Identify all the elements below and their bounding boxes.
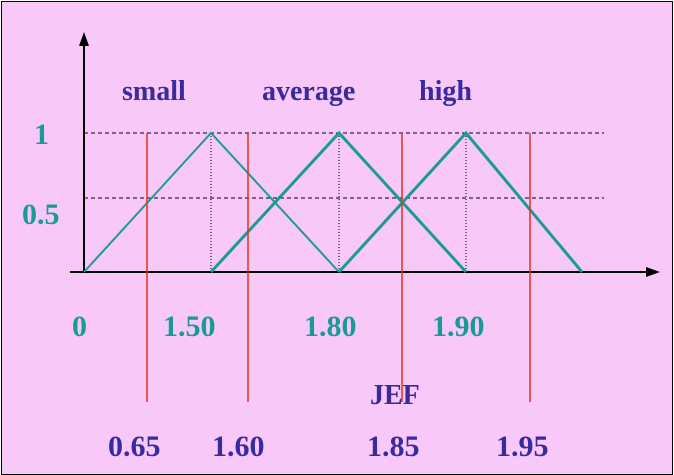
set-label-average: average	[262, 76, 356, 107]
set-label-small: small	[122, 76, 186, 107]
y-tick-0.5: 0.5	[22, 198, 60, 231]
set-label-high: high	[419, 76, 472, 107]
value-label-1.95: 1.95	[496, 430, 549, 463]
x-tick-1.50: 1.50	[163, 310, 216, 343]
value-label-0.65: 0.65	[108, 430, 161, 463]
mf-average	[209, 130, 468, 274]
x-tick-1.90: 1.90	[432, 310, 485, 343]
y-axis-arrow	[79, 32, 89, 46]
y-tick-1: 1	[34, 118, 49, 151]
mf-high	[337, 130, 584, 274]
mf-small	[83, 131, 340, 273]
value-label-1.85: 1.85	[367, 430, 420, 463]
x-axis-arrow	[646, 267, 660, 277]
axis-title-jef: JEF	[370, 380, 420, 411]
x-tick-0: 0	[72, 310, 87, 343]
x-tick-1.80: 1.80	[304, 310, 357, 343]
value-label-1.60: 1.60	[212, 430, 265, 463]
